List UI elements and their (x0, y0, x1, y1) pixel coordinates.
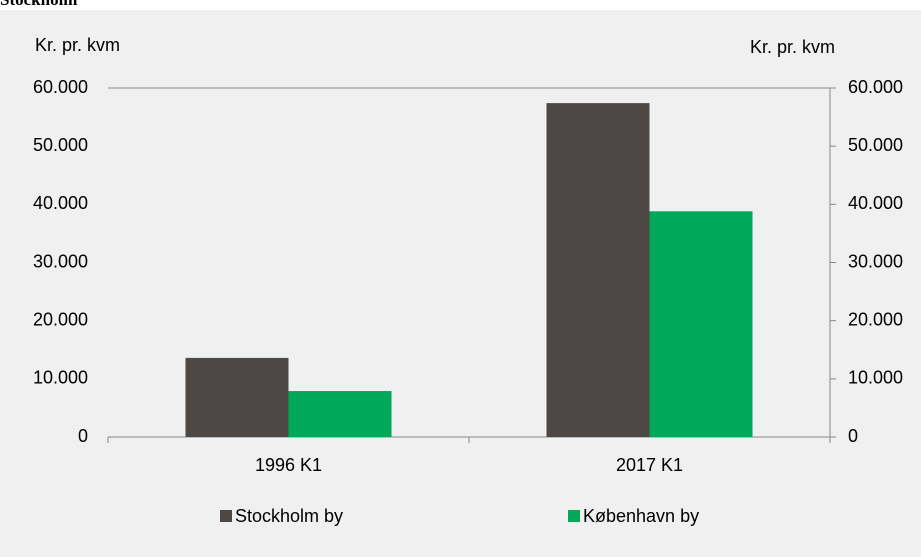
y-tick-label: 50.000 (33, 135, 88, 155)
bar (649, 211, 753, 437)
y-tick-label: 40.000 (33, 193, 88, 213)
y2-tick-label: 30.000 (848, 251, 903, 271)
y-tick-label: 30.000 (33, 251, 88, 271)
y2-tick-label: 60.000 (848, 77, 903, 97)
legend-label: København by (583, 506, 699, 526)
chart-background (0, 10, 921, 557)
y-tick-label: 60.000 (33, 77, 88, 97)
y-axis-label: Kr. pr. kvm (35, 35, 120, 55)
y2-tick-label: 50.000 (848, 135, 903, 155)
x-tick-label: 2017 K1 (616, 455, 683, 475)
y2-axis-label: Kr. pr. kvm (750, 37, 835, 57)
y2-tick-label: 10.000 (848, 368, 903, 388)
chart-title: Stockholm (0, 0, 77, 9)
y-tick-label: 10.000 (33, 368, 88, 388)
y2-tick-label: 0 (848, 426, 858, 446)
y2-tick-label: 20.000 (848, 309, 903, 329)
bar (185, 357, 289, 437)
legend-swatch (220, 510, 232, 522)
y2-tick-label: 40.000 (848, 193, 903, 213)
y-tick-label: 0 (78, 426, 88, 446)
bar (546, 103, 650, 437)
legend-swatch (568, 510, 580, 522)
legend-label: Stockholm by (235, 506, 343, 526)
x-tick-label: 1996 K1 (255, 455, 322, 475)
y-tick-label: 20.000 (33, 309, 88, 329)
bar (288, 391, 392, 437)
